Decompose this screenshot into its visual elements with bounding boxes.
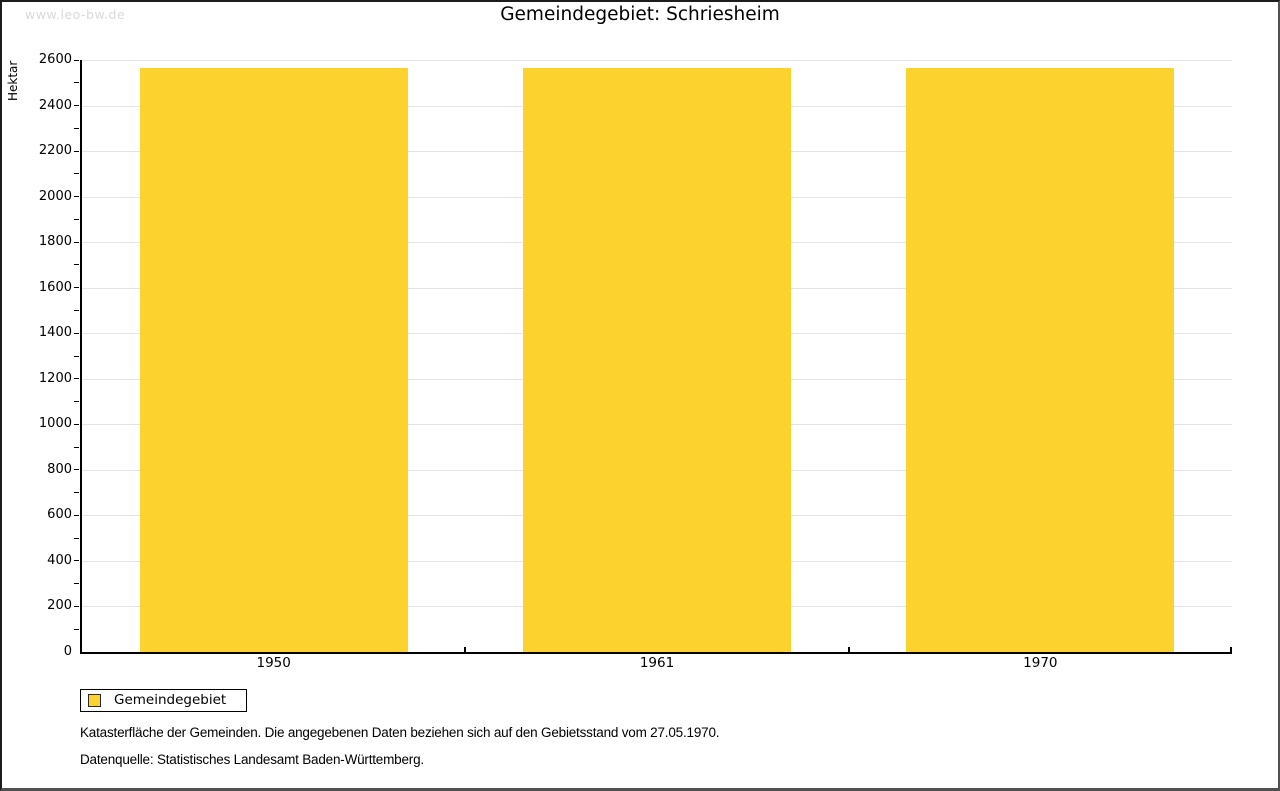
x-axis-line [80,652,1232,654]
x-axis-boundary-tick-2 [847,647,850,652]
y-axis-tick-1400 [74,332,79,334]
legend-label: Gemeindegebiet [114,692,227,708]
chart-title: Gemeindegebiet: Schriesheim [500,4,780,25]
y-axis-tick-2100 [74,173,79,175]
y-tick-label-2200: 2200 [38,143,72,159]
y-tick-label-2400: 2400 [38,97,72,113]
y-axis-tick-2600 [74,59,79,61]
legend-swatch-gemeindegebiet [88,693,101,707]
y-axis-tick-2400 [74,105,79,107]
y-axis-tick-200 [74,605,79,607]
y-tick-label-1000: 1000 [38,416,72,432]
y-axis-tick-2200 [74,150,79,152]
y-tick-label-1800: 1800 [38,234,72,250]
bar-1950 [139,67,408,652]
y-axis-tick-100 [74,628,79,630]
y-tick-label-800: 800 [47,461,72,477]
watermark-text: www.leo-bw.de [25,7,126,22]
y-axis-tick-1900 [74,218,79,220]
y-axis-tick-1800 [74,241,79,243]
x-axis-end-tick [1230,647,1232,652]
y-axis-title: Hektar [6,60,20,101]
footnote-data-source: Datenquelle: Statistisches Landesamt Bad… [80,752,424,767]
y-tick-label-600: 600 [47,507,72,523]
y-axis-tick-1300 [74,355,79,357]
plot-area: 0 200 400 600 800 1000 1200 1400 1600 1800 2000 220… [39,53,1232,671]
legend-box: Gemeindegebiet [80,689,248,712]
bar-1970 [906,67,1175,652]
footnote-source-note: Katasterfläche der Gemeinden. Die angege… [80,725,720,740]
y-axis-tick-2500 [74,82,79,84]
y-axis-line [80,60,82,654]
y-axis-tick-900 [74,446,79,448]
x-axis-boundary-tick-1 [464,647,467,652]
y-axis-tick-1700 [74,264,79,266]
y-axis-tick-1500 [74,309,79,311]
y-axis-tick-1200 [74,378,79,380]
y-tick-label-2000: 2000 [38,188,72,204]
y-tick-label-1200: 1200 [38,370,72,386]
y-tick-label-1400: 1400 [38,325,72,341]
y-axis-tick-700 [74,492,79,494]
y-axis-tick-1100 [74,401,79,403]
y-axis-tick-2300 [74,127,79,129]
y-tick-label-400: 400 [47,552,72,568]
x-category-label-1970: 1970 [1023,655,1058,671]
y-axis-tick-800 [74,469,79,471]
y-axis-tick-500 [74,537,79,539]
x-category-label-1961: 1961 [639,655,675,671]
y-axis-tick-2000 [74,196,79,198]
y-axis-tick-400 [74,560,79,562]
x-category-label-1950: 1950 [256,655,291,671]
y-tick-label-0: 0 [63,644,72,659]
y-tick-label-200: 200 [47,598,72,614]
y-tick-label-2600: 2600 [38,52,72,67]
y-axis-tick-600 [74,514,79,516]
gridline-2600 [82,60,1232,61]
y-axis-tick-300 [74,583,79,585]
y-axis-tick-1600 [74,287,79,289]
bar-1961 [523,67,791,652]
y-axis-tick-1000 [74,423,79,425]
y-tick-label-1600: 1600 [38,279,72,295]
